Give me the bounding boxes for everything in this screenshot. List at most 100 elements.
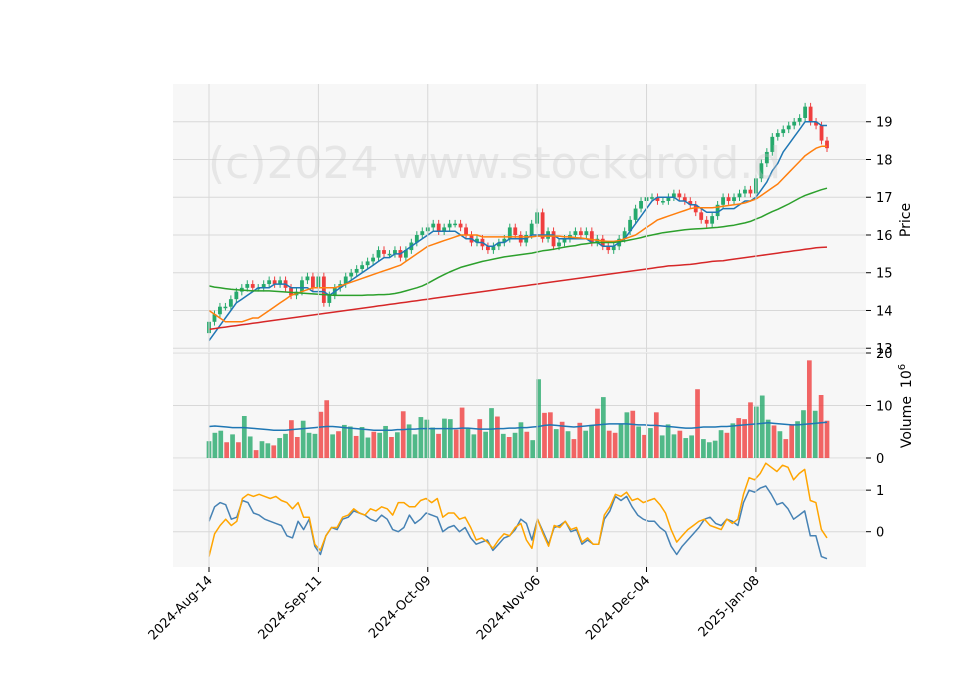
volume-bar — [795, 421, 800, 458]
volume-bar — [765, 419, 771, 458]
candle-body — [792, 121, 797, 126]
volume-bar — [671, 434, 677, 458]
candle-body — [677, 193, 682, 198]
candle-body — [764, 151, 769, 164]
candle-body — [420, 231, 425, 235]
volume-bar — [812, 410, 818, 458]
candle-body — [354, 268, 359, 273]
volume-bar — [271, 445, 277, 458]
candle-body — [715, 204, 720, 217]
candle-body — [693, 204, 698, 213]
candle-body — [327, 295, 332, 303]
volume-bar — [442, 418, 447, 458]
candle-body — [513, 227, 518, 235]
candle-body — [414, 234, 419, 243]
volume-average-line — [208, 421, 828, 431]
candle-body — [661, 201, 665, 203]
volume-bar — [330, 434, 335, 458]
volume-bar — [424, 419, 430, 458]
candle-body — [371, 257, 375, 262]
volume-bar — [824, 420, 830, 458]
volume-bar — [777, 431, 783, 458]
volume-bar — [748, 402, 753, 458]
volume-bar — [353, 435, 359, 458]
candle-body — [819, 125, 824, 141]
volume-bar — [418, 417, 424, 458]
candle-body — [261, 284, 266, 288]
candle-body — [721, 197, 726, 205]
volume-bar — [365, 437, 371, 458]
candle-body — [814, 121, 818, 126]
price-panel: 13 14 15 16 17 18 19 — [173, 84, 893, 357]
volume-bar — [436, 433, 441, 458]
candle-body — [743, 189, 747, 194]
volume-bar — [230, 434, 235, 458]
candle-body — [349, 272, 354, 277]
x-tick-label: 2025-Jan-08 — [696, 573, 763, 640]
candle-body — [267, 280, 272, 285]
volume-bar — [300, 420, 306, 458]
candle-body — [453, 223, 458, 226]
candle-body — [732, 197, 736, 202]
volume-bar — [306, 432, 312, 458]
panel-background — [173, 84, 866, 352]
price-ma-line-4 — [208, 246, 828, 331]
candle-body — [671, 193, 676, 198]
volume-bar — [589, 424, 594, 458]
price-y-tick-label: 13 — [876, 342, 893, 357]
volume-panel: 0 10 20 — [173, 347, 893, 467]
volume-bar — [742, 419, 747, 458]
volume-y-tick-label: 20 — [876, 347, 893, 362]
volume-bar — [642, 434, 647, 458]
volume-bar — [606, 430, 612, 458]
x-tick-label: 2024-Oct-09 — [366, 573, 434, 641]
candle-body — [704, 219, 709, 224]
volume-bar — [394, 432, 400, 458]
price-y-tick-label: 19 — [876, 116, 893, 131]
volume-bar — [618, 423, 624, 458]
volume-bar — [324, 400, 330, 458]
candle-body — [393, 250, 397, 254]
volume-bar — [430, 427, 436, 458]
volume-y-tick-label: 10 — [876, 400, 893, 415]
oscillator-line-2 — [208, 462, 828, 557]
candle-body — [343, 276, 348, 285]
watermark-text: (c)2024 www.stockdroid.d — [208, 138, 781, 189]
candle-body — [376, 250, 381, 258]
volume-bar — [312, 433, 318, 458]
candle-body — [666, 197, 671, 202]
volume-bar — [542, 412, 547, 458]
volume-bars — [206, 360, 830, 458]
volume-bar — [736, 418, 742, 458]
volume-bar — [624, 412, 630, 458]
volume-bar — [577, 422, 583, 458]
candle-body — [464, 227, 468, 235]
candle-body — [436, 223, 441, 232]
candle-body — [300, 280, 304, 292]
volume-bar — [701, 439, 706, 458]
candle-body — [726, 197, 731, 202]
candle-body — [633, 208, 638, 220]
price-ma-line-3 — [208, 187, 828, 297]
candle-body — [808, 106, 813, 122]
candle-body — [797, 117, 802, 122]
volume-bar — [648, 428, 653, 458]
volume-bar — [495, 416, 500, 458]
candle-body — [403, 250, 408, 258]
volume-axis-exponent-power: 6 — [897, 364, 908, 370]
panel-background — [173, 459, 866, 567]
x-tick-label: 2024-Dec-04 — [583, 573, 653, 643]
volume-bar — [548, 412, 553, 458]
volume-bar — [294, 437, 300, 458]
volume-bar — [724, 432, 730, 458]
candle-body — [442, 227, 447, 232]
volume-bar — [471, 434, 477, 458]
volume-bar — [695, 389, 700, 458]
candle-body — [786, 125, 791, 130]
candle-body — [688, 201, 693, 205]
volume-bar — [801, 410, 806, 458]
volume-bar — [630, 410, 636, 458]
volume-bar — [636, 426, 642, 458]
candle-body — [759, 163, 764, 179]
price-y-tick-label: 17 — [876, 191, 893, 206]
